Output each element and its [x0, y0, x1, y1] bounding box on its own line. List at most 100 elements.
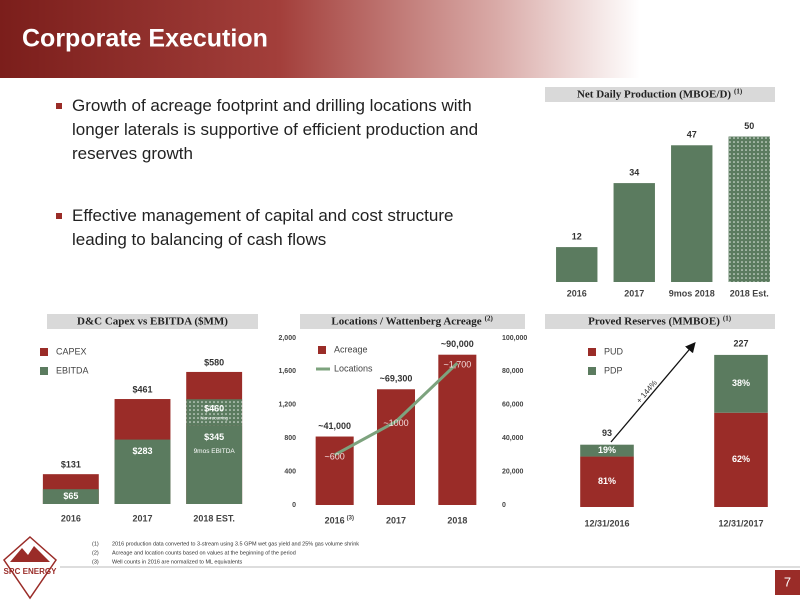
legend-label: EBITDA [56, 365, 89, 375]
y-tick-label: 2,000 [278, 335, 296, 342]
chart-title: D&C Capex vs EBITDA ($MM) [77, 316, 228, 328]
x-tick-label: 2016 [325, 515, 345, 525]
bar [671, 145, 713, 282]
value-label: $131 [61, 460, 81, 470]
value-label: $461 [132, 384, 152, 394]
estimate-note: Non-recurring [200, 416, 228, 421]
footnote-marker: (1) [92, 541, 99, 547]
bar [114, 439, 171, 504]
share-label: 19% [598, 445, 616, 455]
x-tick-label: 2018 Est. [730, 288, 769, 298]
x-tick-label: 2017 [132, 513, 152, 523]
legend-swatch [588, 367, 596, 375]
page-number: 7 [784, 574, 791, 589]
legend-swatch [588, 348, 596, 356]
bar [556, 247, 598, 282]
value-label: 47 [687, 130, 697, 140]
value-label: $345 [204, 432, 224, 442]
value-label: $283 [132, 446, 152, 456]
legend-label: CAPEX [56, 346, 87, 356]
footnote: Well counts in 2016 are normalized to ML… [112, 559, 242, 565]
value-label: ~90,000 [441, 339, 474, 349]
line [333, 361, 459, 457]
point-label: ~1000 [383, 418, 408, 428]
value-label: $580 [204, 357, 224, 367]
total-label: 93 [602, 428, 612, 438]
y2-tick-label: 0 [502, 502, 506, 509]
y-tick-label: 1,200 [278, 402, 296, 409]
chart-title: Proved Reserves (MMBOE) [588, 316, 720, 328]
legend-label: PDP [604, 365, 623, 375]
chart-title-note: (1) [734, 88, 743, 96]
legend-swatch [318, 346, 326, 354]
y-tick-label: 0 [292, 502, 296, 509]
chart-title-box [545, 87, 775, 102]
y-tick-label: 400 [284, 468, 296, 475]
bullet: Growth of acreage footprint and drilling… [56, 94, 496, 166]
legend-label: Locations [334, 363, 373, 373]
slide-title: Corporate Execution [22, 25, 268, 53]
chart-title-box [300, 314, 525, 329]
x-tick-label: 12/31/2016 [584, 518, 629, 528]
chart-title: Net Daily Production (MBOE/D) [577, 89, 731, 101]
x-tick-label: 2016 [567, 288, 587, 298]
value-label: ~41,000 [318, 421, 351, 431]
y2-tick-label: 60,000 [502, 402, 524, 409]
growth-annotation: + 144% [634, 378, 658, 405]
legend-label: Acreage [334, 344, 368, 354]
y2-tick-label: 40,000 [502, 435, 524, 442]
share-label: 62% [732, 454, 750, 464]
footnote-marker: (3) [92, 559, 99, 565]
point-label: ~1,700 [443, 359, 471, 369]
value-label: 50 [744, 121, 754, 131]
chart-title-note: (2) [485, 315, 494, 323]
x-tick-label: 2018 [447, 515, 467, 525]
legend-swatch [40, 348, 48, 356]
footnote: 2016 production data converted to 3-stre… [112, 541, 359, 547]
page-number-box [775, 570, 800, 595]
logo: SRC ENERGY [3, 535, 58, 600]
bar-note: 9mos EBITDA [194, 448, 236, 455]
bar [186, 425, 243, 504]
chart-title: Locations / Wattenberg Acreage [331, 316, 481, 328]
bar [728, 136, 770, 282]
x-tick-label: 2018 EST. [193, 513, 235, 523]
x-tick-note: (3) [347, 516, 354, 522]
total-label: 227 [733, 338, 748, 348]
x-tick-label: 9mos 2018 [669, 288, 715, 298]
bar-segment [714, 354, 768, 413]
bar [376, 389, 416, 505]
value-label: $460 [204, 404, 224, 414]
estimate-bar [186, 399, 243, 426]
chart-title-box [47, 314, 258, 329]
bar [438, 354, 477, 505]
bar-segment [714, 412, 768, 507]
y2-tick-label: 20,000 [502, 468, 524, 475]
share-label: 38% [732, 378, 750, 388]
logo-text: SRC ENERGY [4, 567, 58, 576]
y-tick-label: 1,600 [278, 368, 296, 375]
y2-tick-label: 100,000 [502, 335, 527, 342]
bar [42, 489, 99, 504]
bullet: Effective management of capital and cost… [56, 204, 496, 252]
footnote: Acreage and location counts based on val… [112, 550, 296, 556]
bar-segment [580, 444, 634, 457]
bar-segment [580, 456, 634, 507]
header-band [0, 0, 800, 78]
value-label: ~69,300 [380, 374, 413, 384]
footnote-marker: (2) [92, 550, 99, 556]
value-label: 12 [572, 231, 582, 241]
bullet-list: Growth of acreage footprint and drilling… [56, 94, 496, 290]
x-tick-label: 2016 [61, 513, 81, 523]
value-label: $65 [63, 491, 78, 501]
share-label: 81% [598, 476, 616, 486]
y2-tick-label: 80,000 [502, 368, 524, 375]
value-label: 34 [629, 167, 639, 177]
chart-title-note: (1) [723, 315, 732, 323]
x-tick-label: 2017 [624, 288, 644, 298]
growth-arrow [610, 342, 696, 443]
point-label: ~600 [325, 451, 345, 461]
y-tick-label: 800 [284, 435, 296, 442]
